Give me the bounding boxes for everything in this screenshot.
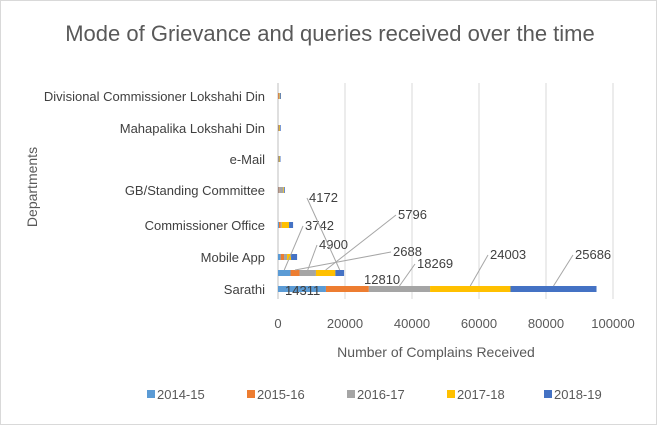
chart-title: Mode of Grievance and queries received o… xyxy=(65,21,595,46)
legend-label: 2016-17 xyxy=(357,387,405,402)
legend-swatch xyxy=(447,390,455,398)
bar-segment xyxy=(279,156,280,162)
category-label: e-Mail xyxy=(230,152,266,167)
bar-segment xyxy=(278,270,291,276)
bar-segment xyxy=(315,270,336,276)
bar-segment xyxy=(368,286,431,292)
x-tick-label: 80000 xyxy=(528,316,564,331)
data-label: 2688 xyxy=(393,244,422,259)
bar-series xyxy=(278,93,597,292)
legend-swatch xyxy=(347,390,355,398)
x-tick-label: 40000 xyxy=(394,316,430,331)
data-label: 25686 xyxy=(575,247,611,262)
x-tick-label: 0 xyxy=(274,316,281,331)
data-label: 18269 xyxy=(417,256,453,271)
category-label: Commissioner Office xyxy=(145,218,265,233)
data-label: 4900 xyxy=(319,237,348,252)
bar-segment xyxy=(278,187,279,193)
bar-segment xyxy=(278,254,281,260)
gridlines xyxy=(277,83,614,299)
bar-segment xyxy=(325,286,369,292)
data-label-leader xyxy=(294,251,392,271)
x-tick-label: 20000 xyxy=(327,316,363,331)
legend-label: 2015-16 xyxy=(257,387,305,402)
data-label: 12810 xyxy=(364,272,400,287)
bar-segment xyxy=(284,187,285,193)
legend-swatch xyxy=(247,390,255,398)
bar-segment xyxy=(279,187,284,193)
data-label: 24003 xyxy=(490,247,526,262)
legend-swatch xyxy=(147,390,155,398)
x-tick-label: 60000 xyxy=(461,316,497,331)
bar-segment xyxy=(280,93,281,99)
data-label-leader xyxy=(399,263,416,287)
bar-segment xyxy=(278,125,280,131)
bar-segment xyxy=(279,222,281,228)
category-label: Mobile App xyxy=(201,250,265,265)
bar-segment xyxy=(510,286,597,292)
data-label-leader xyxy=(325,214,397,271)
bar-segment xyxy=(291,254,298,260)
bar-segment xyxy=(278,222,280,228)
category-labels: Sarathi Mobile App Commissioner Office GB/S… xyxy=(44,89,265,297)
bar-segment xyxy=(284,254,288,260)
bar-segment xyxy=(299,270,316,276)
bar-segment xyxy=(278,286,326,292)
bar-segment xyxy=(290,270,300,276)
data-label-leader xyxy=(306,197,341,271)
legend-label: 2014-15 xyxy=(157,387,205,402)
bar-segment xyxy=(287,254,292,260)
bar-segment xyxy=(280,254,285,260)
bar-segment xyxy=(278,125,279,131)
data-label: 4172 xyxy=(309,190,338,205)
x-axis-title: Number of Complains Received xyxy=(337,344,535,360)
data-label-leader xyxy=(307,244,318,271)
y-axis-title: Departments xyxy=(24,147,40,227)
data-label: 14311 xyxy=(285,283,320,298)
legend-swatch xyxy=(544,390,552,398)
bar-segment xyxy=(279,156,281,162)
data-label-leader xyxy=(469,254,489,287)
data-label-leader xyxy=(553,254,574,287)
bar-segment xyxy=(279,125,281,131)
bar-segment xyxy=(279,125,281,131)
category-label: Mahapalika Lokshahi Din xyxy=(120,121,265,136)
x-tick-label: 100000 xyxy=(591,316,634,331)
data-labels: 1431112810182692400325686374226884900579… xyxy=(283,190,611,298)
x-tick-labels: 0 20000 40000 60000 80000 100000 xyxy=(274,316,634,331)
bar-segment xyxy=(278,187,280,193)
bar-segment xyxy=(430,286,511,292)
bar-segment xyxy=(278,93,279,99)
data-label-leader xyxy=(283,225,304,271)
bar-segment xyxy=(280,222,282,228)
category-label: GB/Standing Committee xyxy=(125,183,265,198)
bar-segment xyxy=(281,222,290,228)
bar-segment xyxy=(335,270,345,276)
category-label: Divisional Commissioner Lokshahi Din xyxy=(44,89,265,104)
bar-segment xyxy=(278,93,280,99)
legend-label: 2018-19 xyxy=(554,387,602,402)
legend-label: 2017-18 xyxy=(457,387,505,402)
bar-segment xyxy=(279,93,281,99)
category-label: Sarathi xyxy=(224,282,265,297)
bar-segment xyxy=(283,187,285,193)
legend: 2014-15 2015-16 2016-17 2017-18 2018-19 xyxy=(147,387,602,402)
bar-segment xyxy=(289,222,294,228)
data-label: 5796 xyxy=(398,207,427,222)
